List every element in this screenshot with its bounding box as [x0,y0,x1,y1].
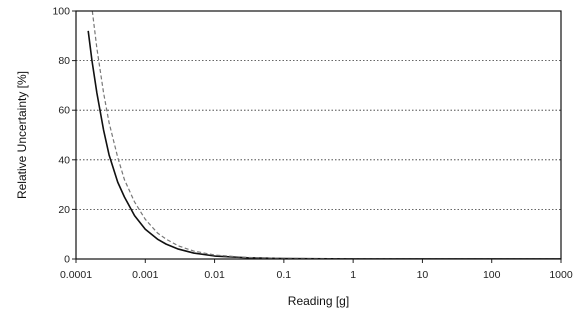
y-tick-label: 20 [58,204,70,216]
x-tick-label: 0.01 [204,269,225,281]
x-tick-label: 0.001 [132,269,158,281]
y-tick-label: 0 [64,254,70,266]
y-axis-ticks: 0 20 40 60 80 100 [52,6,76,266]
x-tick-label: 0.0001 [60,269,92,281]
x-tick-label: 100 [483,269,501,281]
solid-series-line [87,30,561,259]
y-tick-label: 60 [58,105,70,117]
x-axis-ticks: 0.0001 0.001 0.01 0.1 1 10 100 1000 [60,259,573,281]
series-group [87,11,561,259]
x-tick-label: 0.1 [277,269,292,281]
x-tick-label: 10 [417,269,429,281]
y-tick-label: 100 [52,6,70,18]
dashed-series-line [91,11,561,259]
x-axis-title: Reading [g] [288,294,349,308]
x-tick-label: 1 [350,269,356,281]
y-axis-title: Relative Uncertainty [%] [15,71,29,199]
gridlines [76,60,561,210]
plot-frame [75,10,562,260]
x-tick-label: 1000 [549,269,573,281]
y-tick-label: 80 [58,55,70,67]
y-tick-label: 40 [58,154,70,166]
